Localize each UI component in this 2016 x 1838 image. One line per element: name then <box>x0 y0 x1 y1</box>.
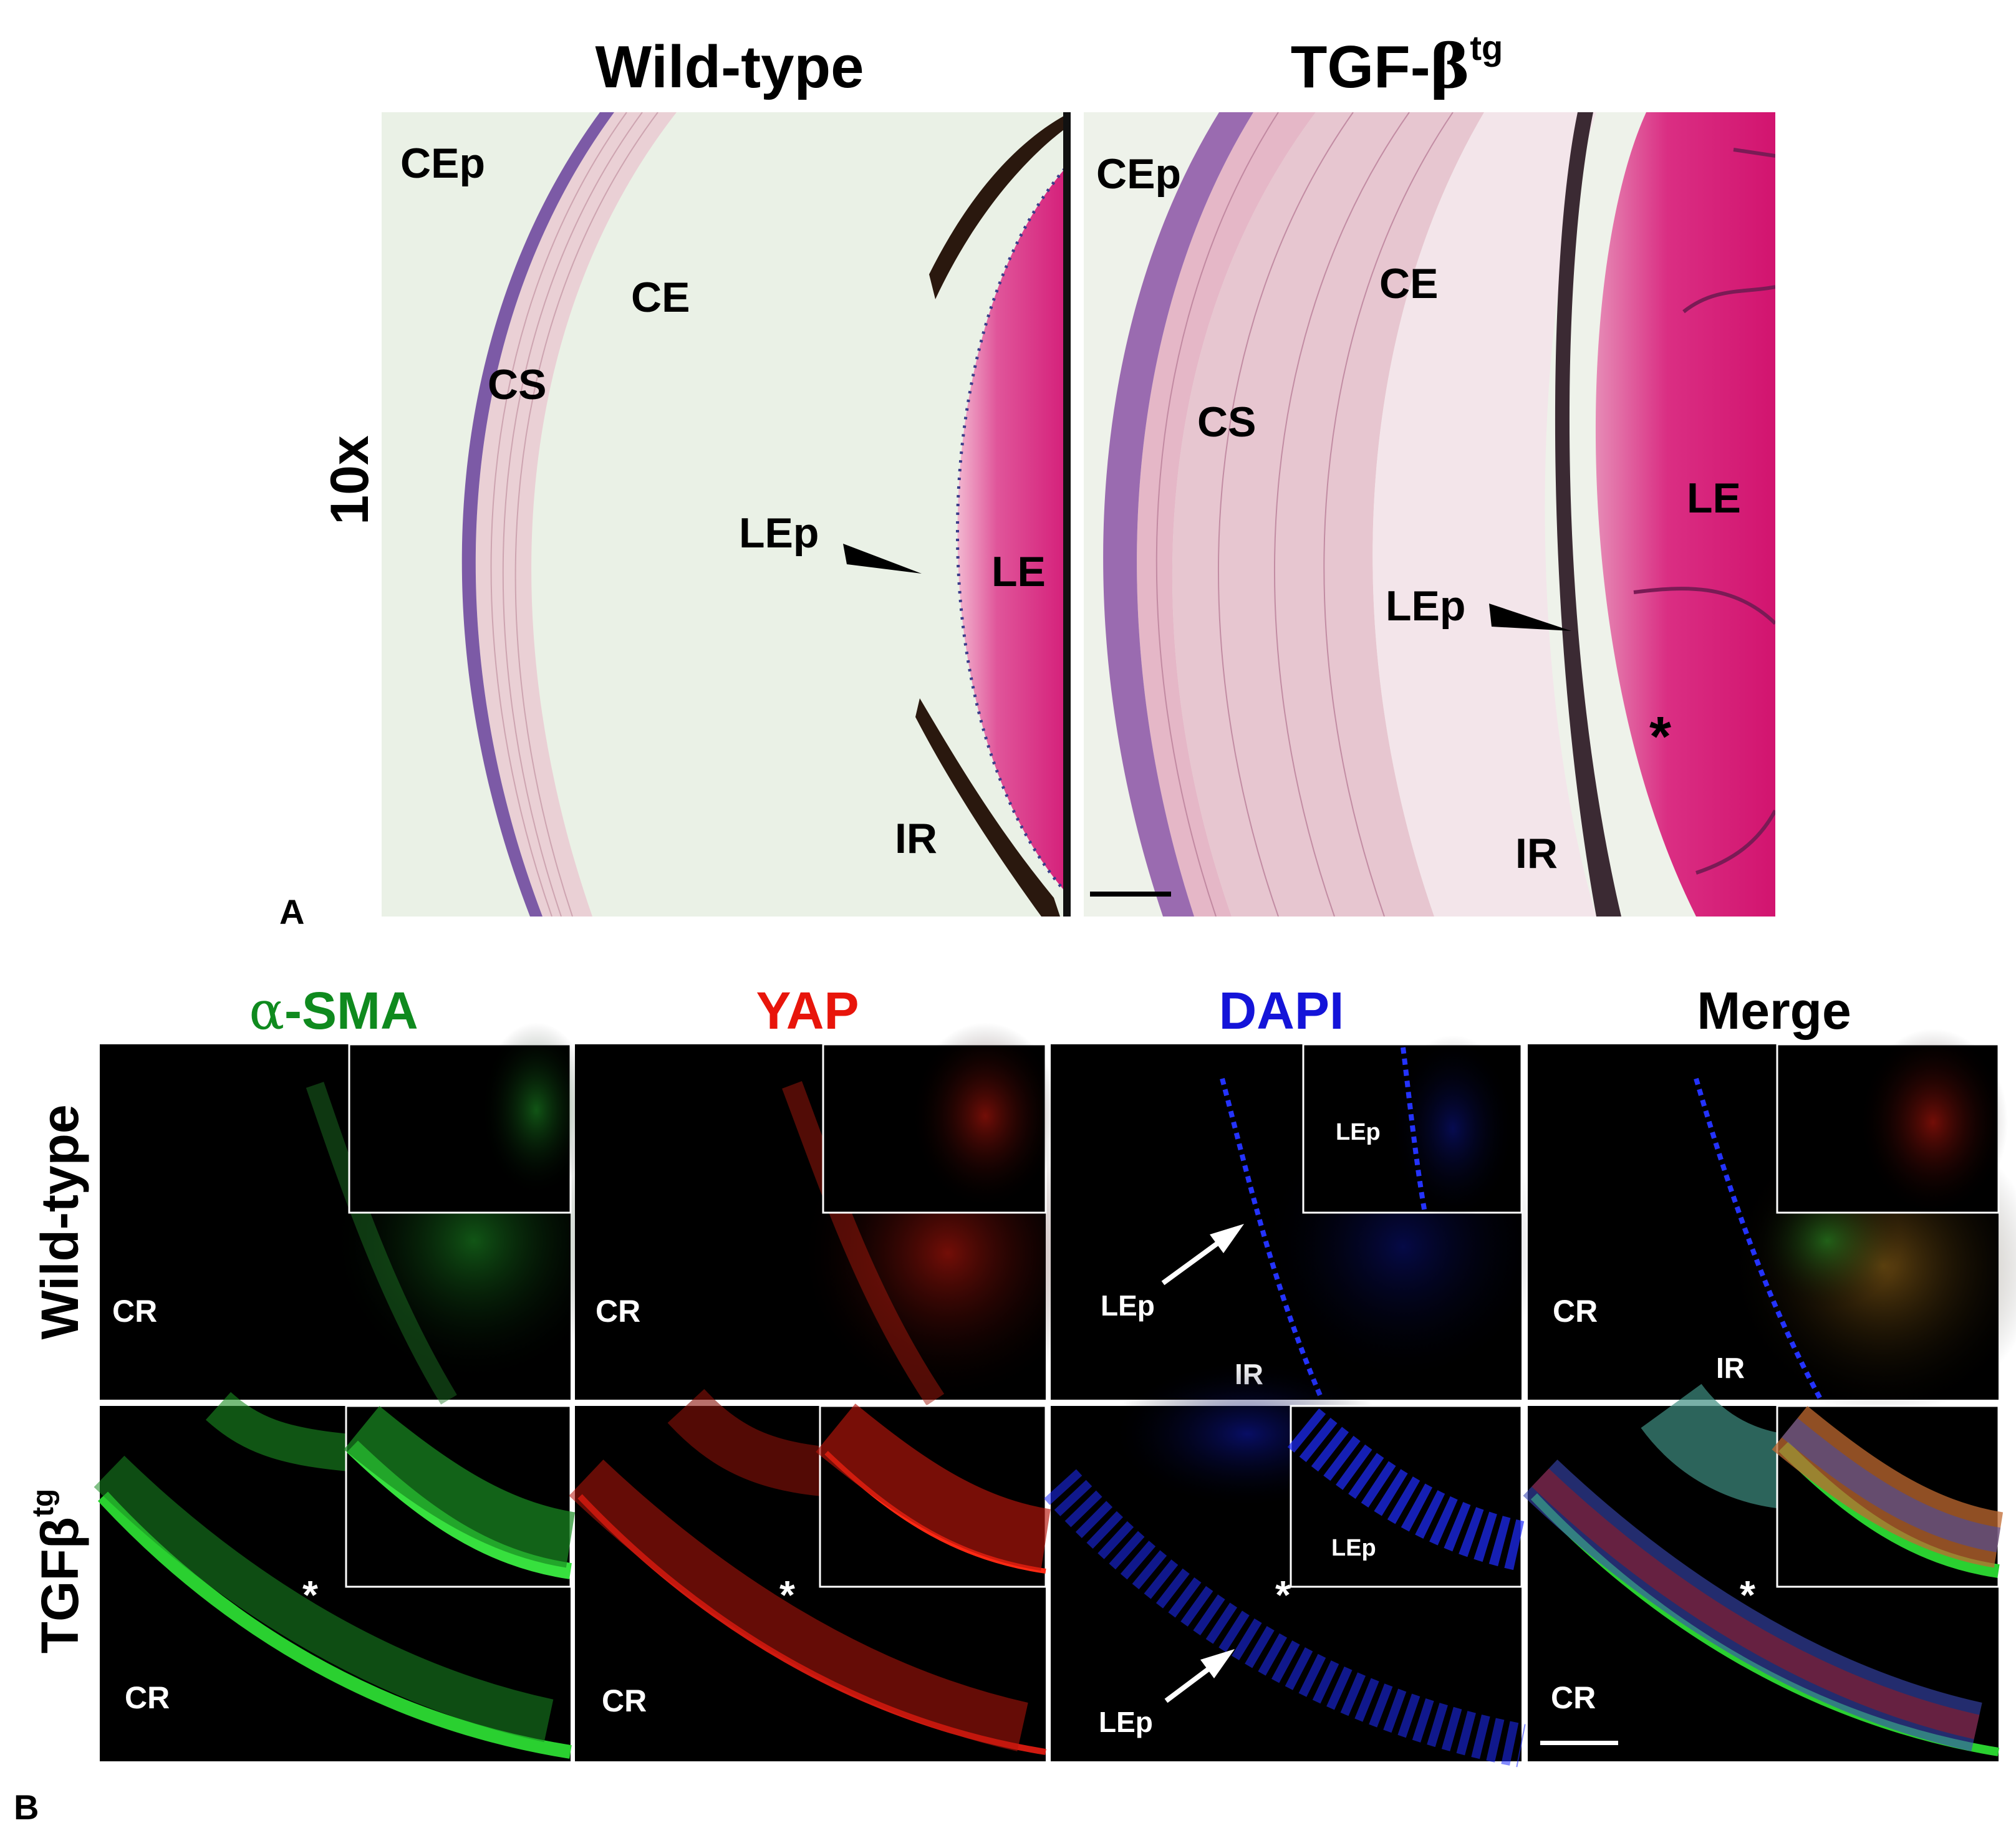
arrowhead-wt-lep <box>843 544 922 574</box>
column-title-merge: Merge <box>1697 981 1851 1040</box>
column-title-alpha-sma: α-SMA <box>249 980 418 1041</box>
row-title-wild-type: Wild-type <box>31 1104 89 1339</box>
label-wt-lep: LEp <box>739 509 819 557</box>
if-tg-yap: * CR <box>569 1388 1051 1761</box>
column-title-tgf-beta-tg: TGF-βtg <box>1291 28 1503 102</box>
label-wt-ir: IR <box>895 815 937 862</box>
label-lep: LEp <box>1101 1289 1155 1322</box>
he-image-wild-type: CEp CE CS LEp LE IR <box>382 112 1071 917</box>
label-asterisk: * <box>1275 1572 1291 1617</box>
label-cr: CR <box>596 1294 640 1329</box>
label-tg-lep: LEp <box>1386 582 1465 630</box>
column-title-dapi: DAPI <box>1219 981 1344 1040</box>
he-image-tgf-beta-tg: CEp CE CS LE LEp * IR <box>1080 112 1775 917</box>
label-tg-le: LE <box>1687 474 1741 522</box>
if-tg-merge: * CR <box>1523 1383 2004 1761</box>
if-wt-merge: CR IR <box>1528 1029 2016 1415</box>
if-tg-dapi: LEp * LEp <box>1043 1359 1527 1768</box>
label-tg-cep: CEp <box>1096 150 1181 198</box>
label-asterisk: * <box>1740 1572 1755 1617</box>
row-title-tgf-beta-tg: TGFβtg <box>27 1489 89 1654</box>
label-wt-ce: CE <box>631 274 690 321</box>
scale-bar <box>1540 1741 1618 1745</box>
column-title-yap: YAP <box>756 981 859 1040</box>
if-tg-sma: * CR <box>94 1392 576 1761</box>
label-tg-asterisk: * <box>1649 706 1671 768</box>
label-wt-le: LE <box>991 548 1046 595</box>
if-wt-dapi: LEp LEp IR <box>1051 1035 1546 1401</box>
label-tg-ir: IR <box>1515 830 1558 877</box>
label-wt-cep: CEp <box>400 140 485 187</box>
arrow-lep <box>1161 1235 1227 1286</box>
panel-b: α-SMA YAP DAPI Merge Wild-type TGFβtg B … <box>14 980 2016 1827</box>
if-wt-sma: CR <box>100 1022 617 1405</box>
label-tg-cs: CS <box>1197 398 1256 446</box>
label-lep-inset: LEp <box>1336 1119 1381 1145</box>
label-lep: LEp <box>1099 1706 1153 1738</box>
label-cr: CR <box>125 1680 170 1715</box>
column-title-wild-type: Wild-type <box>595 34 864 100</box>
arrowhead-tg-lep <box>1489 604 1571 631</box>
label-cr: CR <box>1551 1680 1596 1715</box>
magnification-label: 10x <box>320 435 380 525</box>
label-asterisk: * <box>779 1572 795 1617</box>
label-cr: CR <box>112 1294 157 1329</box>
panel-a: Wild-type TGF-βtg 10x A CEp CE CS LEp LE <box>279 28 1775 931</box>
panel-letter-b: B <box>14 1787 39 1827</box>
label-lep-inset: LEp <box>1331 1535 1376 1561</box>
label-ir: IR <box>1716 1352 1745 1384</box>
if-wt-yap: CR <box>575 1022 1097 1406</box>
panel-letter-a: A <box>279 892 304 931</box>
label-asterisk: * <box>302 1572 318 1617</box>
arrow-lep <box>1164 1661 1218 1703</box>
label-cr: CR <box>1553 1294 1598 1329</box>
label-tg-ce: CE <box>1379 260 1438 307</box>
label-cr: CR <box>602 1683 647 1718</box>
label-wt-cs: CS <box>488 361 546 408</box>
